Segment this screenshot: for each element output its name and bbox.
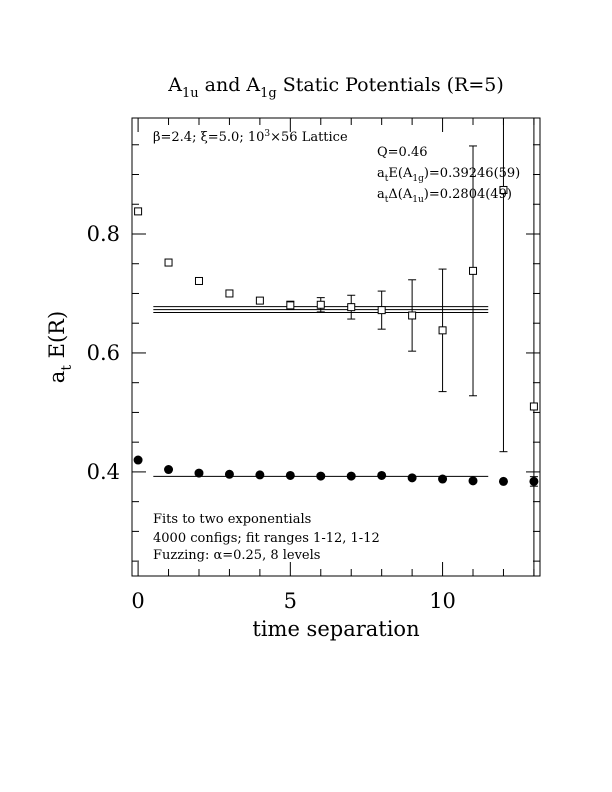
fit-details-annotation: 4000 configs; fit ranges 1-12, 1-12 [153, 531, 380, 546]
open-square-point [316, 300, 325, 309]
x-tick-label: 10 [429, 589, 456, 613]
open-square-point [408, 311, 417, 320]
fuzzing-annotation: Fuzzing: α=0.25, 8 levels [153, 548, 320, 563]
filled-circle-point [255, 470, 265, 480]
filled-circle-point [164, 465, 174, 475]
filled-circle-point [438, 474, 448, 484]
filled-circle-point [194, 468, 204, 478]
open-square-point [286, 301, 295, 310]
x-tick-labels: 0 5 10 [131, 589, 456, 613]
open-square-point [255, 296, 264, 305]
filled-circle-point [407, 473, 417, 483]
open-square-point [469, 266, 478, 275]
open-square-point [194, 276, 203, 285]
y-tick-label: 0.4 [87, 460, 120, 484]
fit-title-annotation: Fits to two exponentials [153, 512, 311, 527]
filled-circle-point [316, 471, 326, 481]
gap-text: atΔ(A1u)=0.2804(49) [377, 187, 512, 205]
open-square-point [529, 402, 538, 411]
y-tick-labels: 0.4 0.6 0.8 [87, 222, 120, 484]
gap-annotation: atΔ(A1u)=0.2804(49) [377, 187, 512, 205]
filled-circle-point [224, 469, 234, 479]
open-square-point [499, 185, 508, 194]
filled-circle-point [468, 476, 478, 486]
open-square-point [347, 303, 356, 312]
filled-circle-point [133, 455, 143, 465]
q-text: Q=0.46 [377, 145, 428, 160]
energy-text: atE(A1g)=0.39246(59) [377, 166, 520, 184]
filled-circle-point [346, 471, 356, 481]
open-square-point [225, 289, 234, 298]
fit-lines [153, 306, 489, 477]
x-tick-label: 0 [131, 589, 144, 613]
chart-title: A1u and A1g Static Potentials (R=5) [167, 74, 504, 101]
x-tick-label: 5 [284, 589, 297, 613]
title-text: A1u and A1g Static Potentials (R=5) [167, 74, 504, 101]
lattice-annotation: β=2.4; ξ=5.0; 103×56 Lattice [153, 129, 348, 145]
y-tick-label: 0.8 [87, 222, 120, 246]
lattice-text: β=2.4; ξ=5.0; 103×56 Lattice [153, 129, 348, 145]
energy-annotation: atE(A1g)=0.39246(59) [377, 166, 520, 184]
filled-circle-point [498, 476, 508, 486]
filled-circle-point [377, 470, 387, 480]
filled-circle-point [529, 476, 539, 486]
y-axis-label: at E(R) [45, 311, 75, 383]
q-annotation: Q=0.46 [377, 145, 428, 160]
x-axis-label: time separation [252, 617, 419, 641]
axis-ticks [132, 118, 540, 576]
y-label-text: at E(R) [45, 311, 75, 383]
plot-frame [131, 117, 541, 577]
data-points [133, 185, 539, 486]
y-tick-label: 0.6 [87, 341, 120, 365]
open-square-point [134, 207, 143, 216]
open-square-point [377, 306, 386, 315]
open-square-point [164, 258, 173, 267]
filled-circle-point [285, 470, 295, 480]
open-square-point [438, 326, 447, 335]
